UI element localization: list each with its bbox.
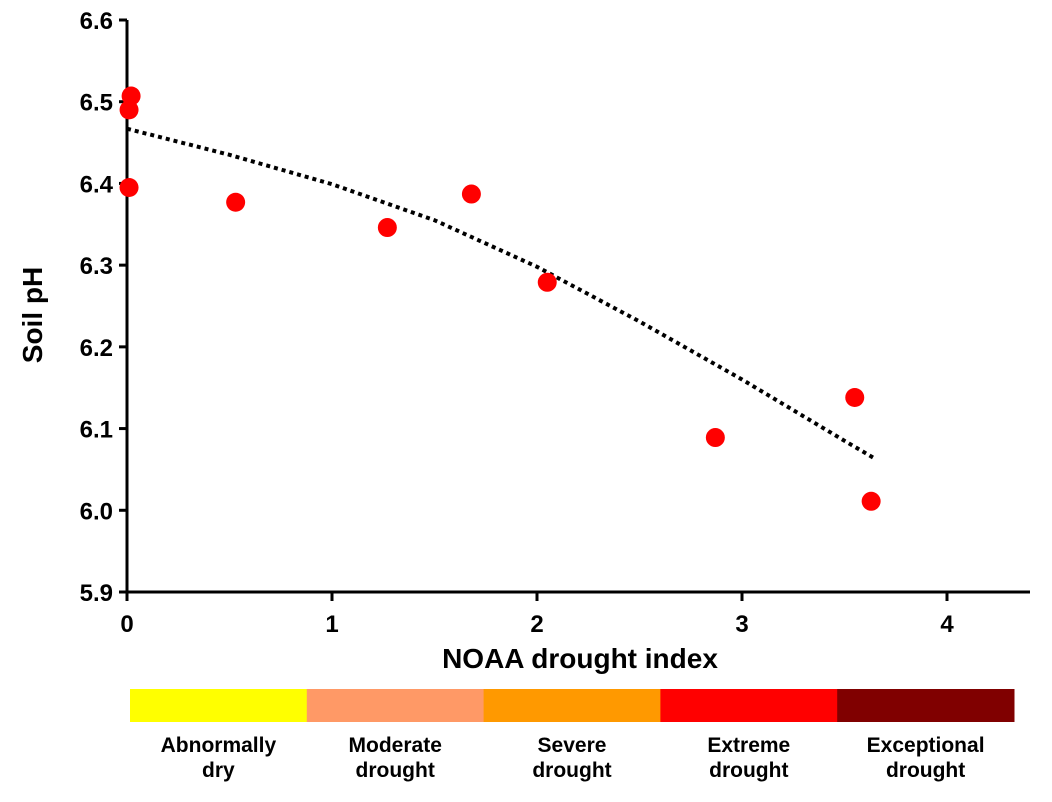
trendline	[126, 126, 877, 461]
x-tick-label: 3	[735, 611, 748, 638]
legend-label-line1: Abnormally	[161, 734, 277, 757]
legend-label-line1: Moderate	[349, 734, 442, 757]
legend-swatch	[837, 689, 1015, 722]
y-tick-label: 6.4	[80, 171, 114, 198]
legend-label-line2: drought	[356, 759, 435, 782]
legend-swatch	[130, 689, 308, 722]
legend-label-line1: Extreme	[707, 734, 790, 757]
legend-swatch	[483, 689, 661, 722]
legend-label-line1: Exceptional	[867, 734, 985, 757]
y-ticks: 5.9 6.0 6.1 6.2 6.3 6.4 6.5 6.6	[80, 8, 127, 607]
x-tick-label: 0	[120, 611, 133, 638]
legend-label-line2: drought	[886, 759, 965, 782]
x-tick-label: 2	[530, 611, 543, 638]
data-point	[845, 388, 865, 408]
x-axis-title: NOAA drought index	[442, 643, 718, 674]
data-point	[226, 192, 246, 212]
data-point	[705, 428, 725, 448]
data-point	[861, 491, 881, 511]
trendline-path	[126, 126, 877, 461]
legend-swatch	[306, 689, 485, 722]
legend-swatch	[660, 689, 838, 722]
legend-label-line1: Severe	[538, 734, 607, 757]
legend-label-line2: dry	[202, 759, 235, 782]
y-tick-label: 6.3	[80, 253, 113, 280]
data-point	[121, 86, 141, 106]
y-tick-label: 5.9	[80, 580, 113, 607]
data-point	[461, 184, 481, 204]
scatter-points	[119, 86, 881, 511]
y-tick-label: 6.6	[80, 8, 113, 35]
y-tick-label: 6.2	[80, 335, 113, 362]
data-point	[119, 100, 139, 120]
y-tick-label: 6.1	[80, 417, 113, 444]
y-axis-title: Soil pH	[17, 267, 48, 363]
data-point	[377, 218, 397, 238]
data-point	[119, 178, 139, 198]
x-tick-label: 1	[325, 611, 338, 638]
drought-category-legend: AbnormallydryModeratedroughtSeveredrough…	[130, 689, 1015, 782]
y-tick-label: 6.0	[80, 498, 113, 525]
legend-label-line2: drought	[532, 759, 611, 782]
data-point	[537, 272, 557, 292]
x-tick-label: 4	[940, 611, 954, 638]
legend-label-line2: drought	[709, 759, 788, 782]
x-ticks: 0 1 2 3 4	[120, 592, 954, 638]
axes	[125, 20, 1030, 594]
y-tick-label: 6.5	[80, 90, 113, 117]
